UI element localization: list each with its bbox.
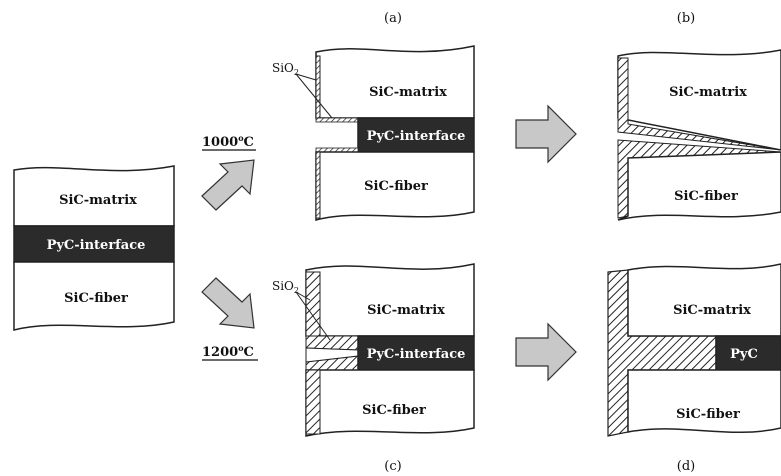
panel-d: SiC-matrix PyC SiC-fiber <box>607 263 781 437</box>
arrow-to-panel-a <box>201 159 255 211</box>
arrow-c-to-d <box>515 322 577 382</box>
panel-b: SiC-matrix SiC-fiber <box>617 49 781 221</box>
arrow-a-to-b <box>515 104 577 164</box>
panel-c-sio2-leader-top <box>295 291 311 301</box>
panel-label-d: (d) <box>677 459 695 474</box>
panel-c-interface-band <box>357 335 475 371</box>
panel-c: SiC-matrix PyC-interface SiC-fiber SiO2 <box>272 263 475 437</box>
panel-label-b: (b) <box>677 11 695 26</box>
panel-c-interface-label: PyC-interface <box>367 347 466 362</box>
panel-b-matrix-label: SiC-matrix <box>669 85 747 100</box>
panel-c-matrix-block <box>305 263 475 337</box>
panel-a: SiC-matrix PyC-interface SiC-fiber SiO2 <box>272 45 475 221</box>
panel-b-matrix-block <box>617 49 781 151</box>
initial-fiber-block <box>13 261 175 331</box>
panel-a-fiber-block <box>315 151 475 221</box>
initial-interface-label: PyC-interface <box>47 238 146 253</box>
panel-d-fiber-block <box>627 369 781 433</box>
panel-a-sio2-leader-bottom <box>295 73 333 119</box>
panel-a-oxide-gap-top <box>315 117 359 123</box>
panel-d-interface-remnant <box>715 335 781 371</box>
panel-a-interface-label: PyC-interface <box>367 129 466 144</box>
panel-c-fiber-label: SiC-fiber <box>362 403 426 418</box>
initial-matrix-label: SiC-matrix <box>59 193 137 208</box>
panel-d-matrix-label: SiC-matrix <box>673 303 751 318</box>
panel-b-oxide-layer-top <box>617 57 781 151</box>
panel-a-fiber-label: SiC-fiber <box>364 179 428 194</box>
panel-a-sio2-label: SiO2 <box>272 61 299 77</box>
panel-b-fiber-label: SiC-fiber <box>674 189 738 204</box>
initial-fiber-label: SiC-fiber <box>64 291 128 306</box>
panel-c-oxide-layer-top <box>305 271 321 337</box>
panel-c-oxide-layer-bottom <box>305 369 321 435</box>
panel-c-matrix-label: SiC-matrix <box>367 303 445 318</box>
panel-d-fiber-label: SiC-fiber <box>676 407 740 422</box>
panel-d-matrix-block <box>627 263 781 337</box>
panel-a-matrix-block <box>315 45 475 119</box>
panel-b-fiber-block <box>617 151 781 221</box>
temperature-low: 1000oC <box>202 133 254 150</box>
temperature-high: 1200oC <box>202 343 254 360</box>
panel-a-oxide-layer-bottom <box>315 151 321 219</box>
initial-matrix-block <box>13 165 175 227</box>
panel-a-matrix-label: SiC-matrix <box>369 85 447 100</box>
initial-interface-band <box>13 225 175 263</box>
panel-a-sio2-leader-top <box>295 73 317 81</box>
panel-label-c: (c) <box>384 459 401 474</box>
panel-c-sio2-leader-bottom <box>295 291 331 341</box>
panel-a-oxide-layer-top <box>315 55 321 119</box>
initial-composite: SiC-matrix PyC-interface SiC-fiber <box>13 165 175 331</box>
panel-d-interface-label: PyC <box>730 347 758 362</box>
panel-a-interface-band <box>357 117 475 153</box>
arrow-to-panel-c <box>201 277 255 329</box>
panel-c-sio2-label: SiO2 <box>272 279 299 295</box>
panel-label-a: (a) <box>384 11 402 26</box>
